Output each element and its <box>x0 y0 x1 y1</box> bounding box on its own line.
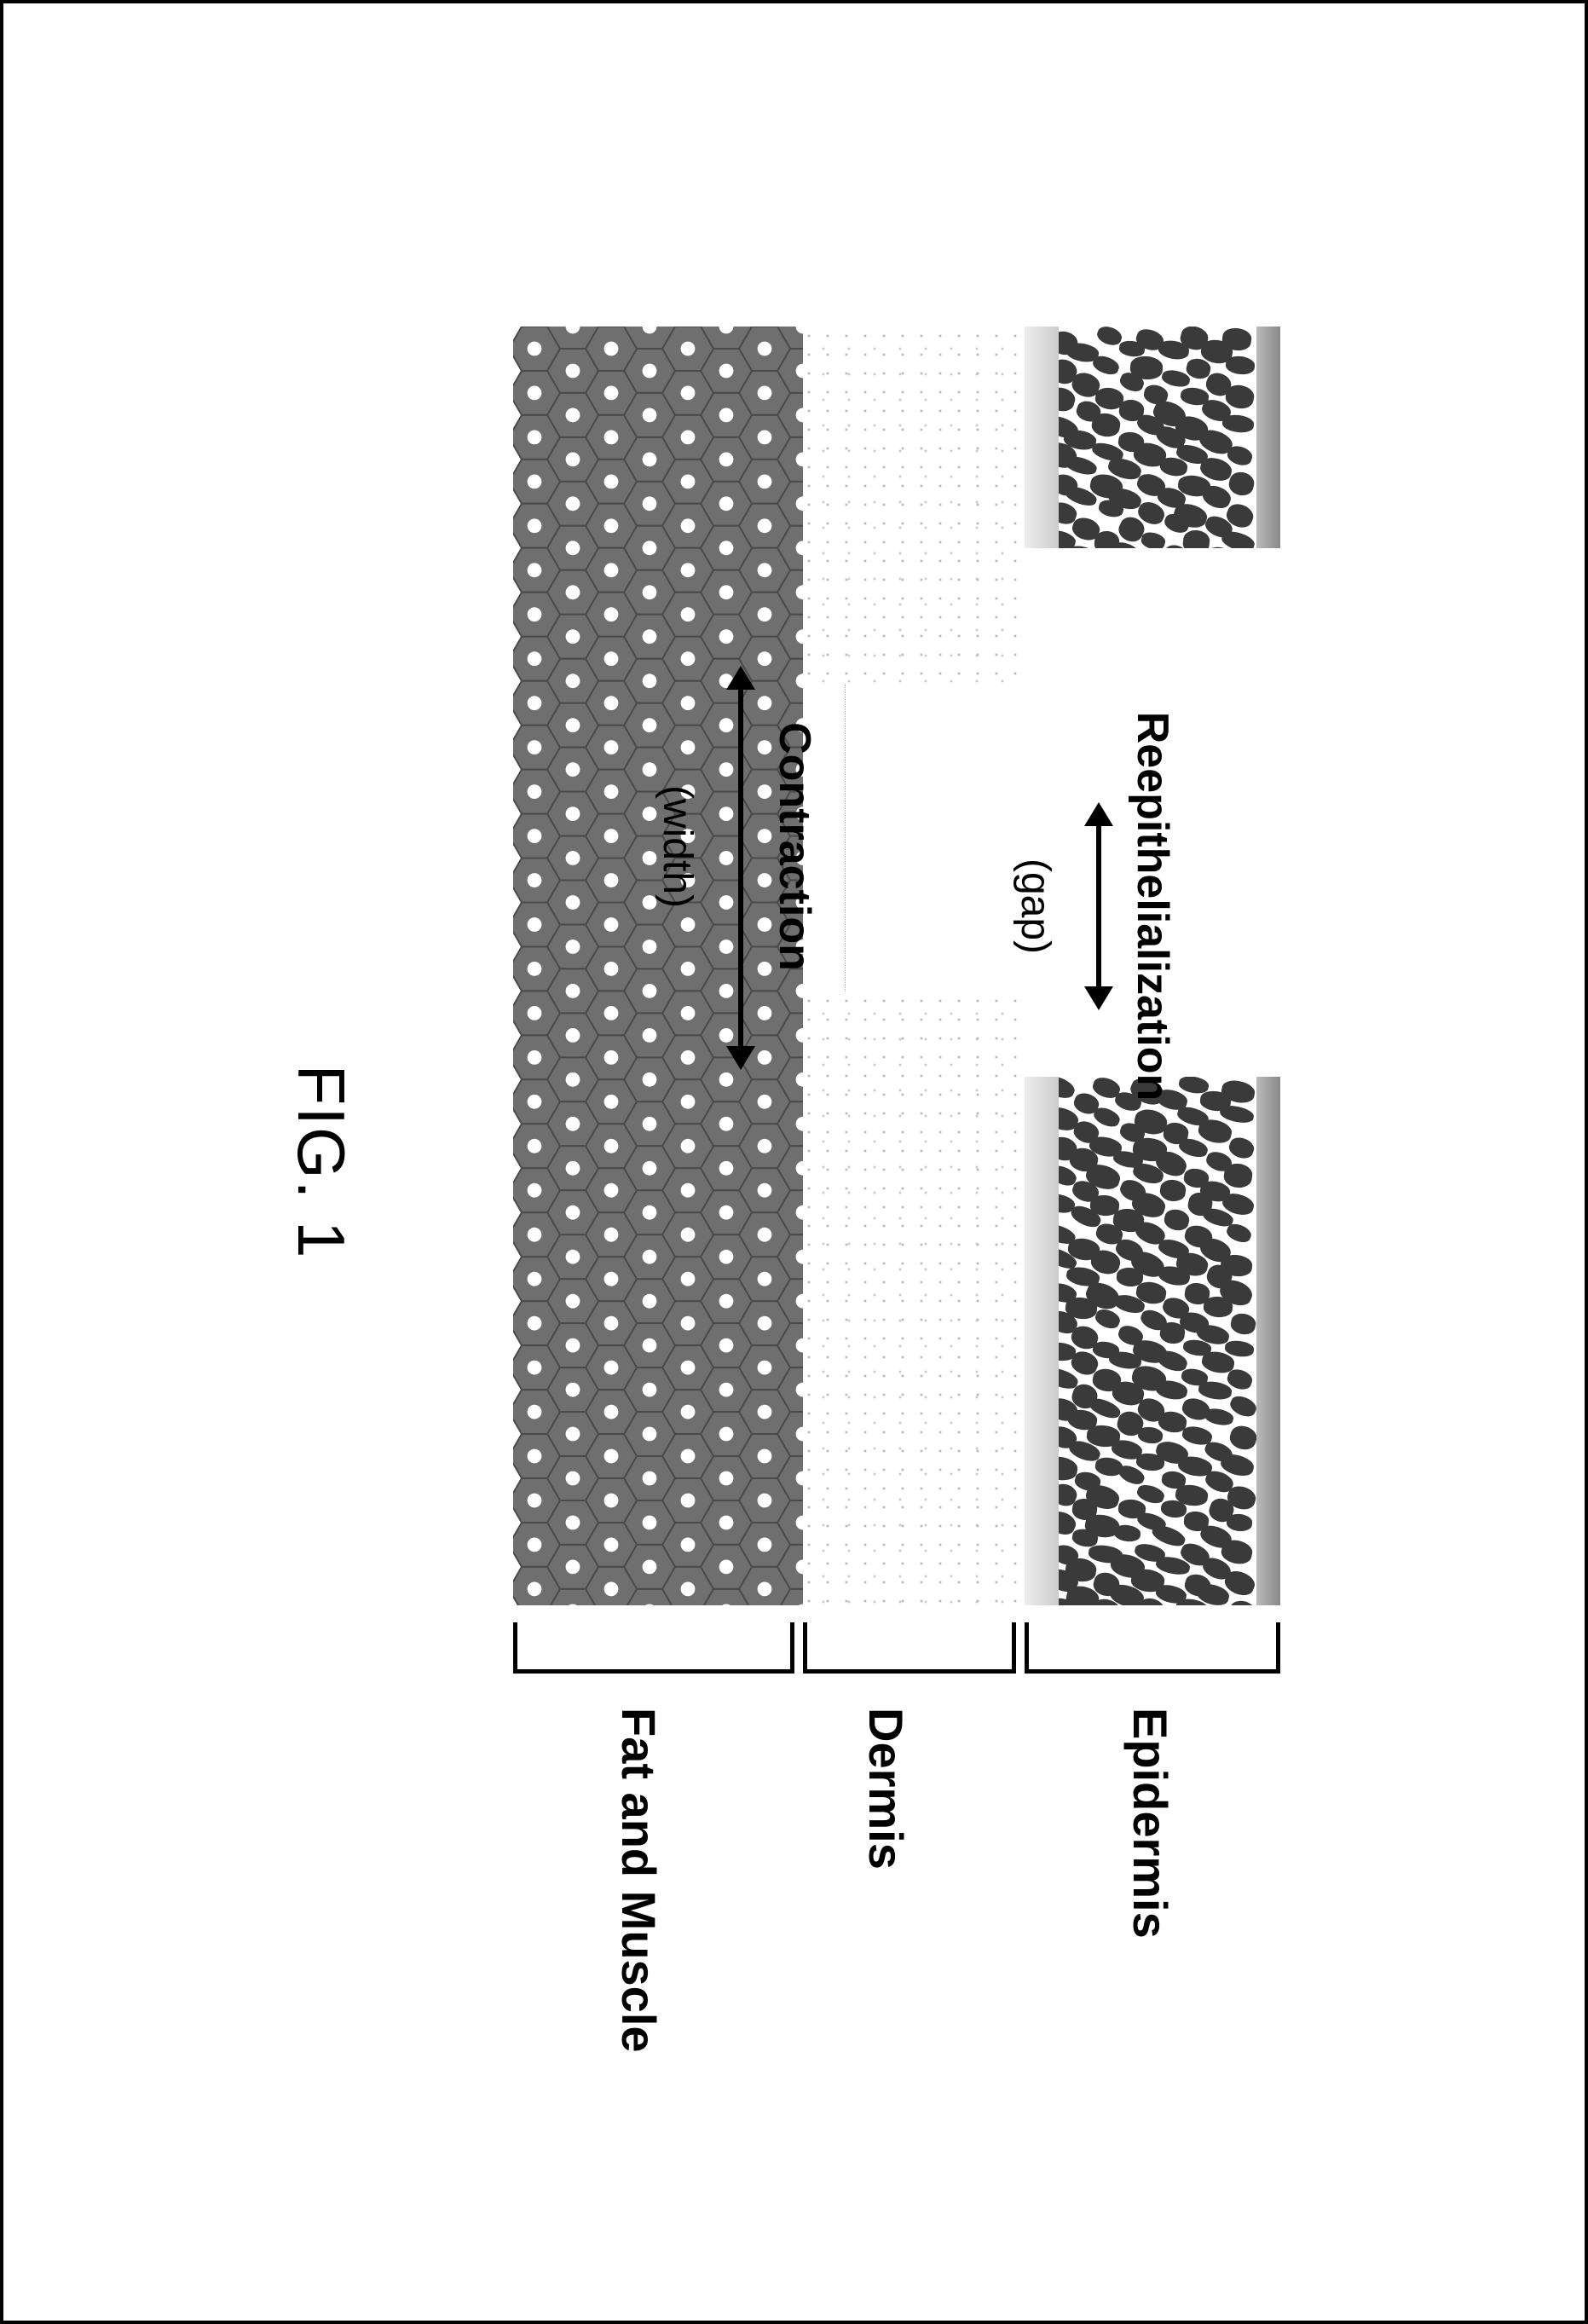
bracket-epidermis <box>1025 1622 1280 1674</box>
epidermis-cells-left <box>1059 327 1256 548</box>
fat-muscle-text-label: Fat and Muscle <box>611 1708 667 2053</box>
epidermis-left-segment <box>1025 327 1280 548</box>
page-frame: Reepithelialization (gap) Contraction (w… <box>0 0 1588 2324</box>
epidermis-cells-right <box>1059 1077 1256 1605</box>
basement-membrane-right <box>1025 1077 1059 1605</box>
epidermis-right-segment <box>1025 1077 1280 1605</box>
contraction-sublabel: (width) <box>654 625 701 1068</box>
bracket-dermis <box>803 1622 1016 1674</box>
epidermis-text-label: Epidermis <box>1123 1708 1178 1939</box>
reepithelialization-sublabel: (gap) <box>1012 685 1059 1128</box>
layer-brackets <box>513 1622 1280 1682</box>
dermis-layer <box>803 327 1025 1605</box>
contraction-label: Contraction <box>769 625 820 1068</box>
bracket-fat-muscle <box>513 1622 794 1674</box>
contraction-arrow <box>738 685 743 1051</box>
reepithelialization-label: Reepithelialization <box>1127 685 1178 1128</box>
dermis-right-segment <box>803 991 1025 1605</box>
stratum-corneum <box>1256 327 1280 548</box>
figure: Reepithelialization (gap) Contraction (w… <box>155 224 1434 2100</box>
stratum-corneum <box>1256 1077 1280 1605</box>
reepithelialization-arrow <box>1096 821 1101 991</box>
skin-cross-section: Reepithelialization (gap) Contraction (w… <box>513 327 1280 1605</box>
figure-caption: FIG. 1 <box>282 224 360 2100</box>
dermis-text-label: Dermis <box>858 1708 914 1870</box>
dermis-left-segment <box>803 327 1025 685</box>
figure-rotated-wrap: Reepithelialization (gap) Contraction (w… <box>155 224 1434 2100</box>
basement-membrane-left <box>1025 327 1059 548</box>
